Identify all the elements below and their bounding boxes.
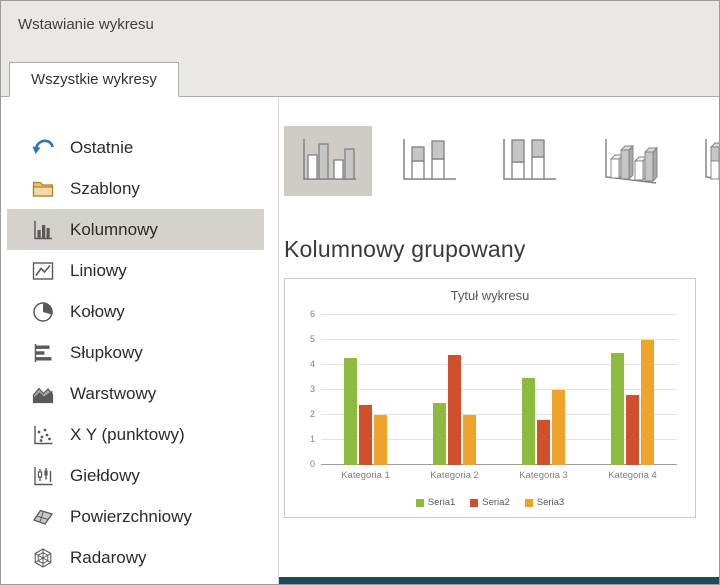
sidebar-item-label: Giełdowy (70, 465, 140, 485)
subtype-pane: Kolumnowy grupowany Tytuł wykresu 0 1 2 3 4 5… (279, 97, 719, 584)
stock-chart-icon (31, 464, 55, 488)
sidebar-item-label: X Y (punktowy) (70, 424, 185, 444)
recent-undo-arrow-icon (31, 136, 55, 160)
y-tick-label: 1 (309, 434, 315, 445)
bar-seria2 (448, 355, 461, 465)
pie-chart-icon (31, 300, 55, 324)
bar-seria2 (626, 395, 639, 465)
legend-swatch (415, 498, 424, 507)
tab-label: Wszystkie wykresy (31, 71, 157, 88)
sidebar-item-label: Ostatnie (70, 137, 134, 157)
bar-seria3 (374, 415, 387, 465)
bar-seria3 (552, 390, 565, 465)
gridline (321, 339, 677, 340)
legend-swatch (524, 498, 533, 507)
sidebar-item-szablony[interactable]: Szablony (7, 168, 264, 209)
legend-label: Seria1 (427, 497, 456, 508)
area-chart-icon (31, 382, 55, 406)
surface-chart-icon (31, 505, 55, 529)
y-tick-label: 6 (309, 309, 315, 319)
sidebar-item-gieldowy[interactable]: Giełdowy (7, 455, 264, 496)
sidebar-item-label: Liniowy (70, 260, 127, 280)
tab-strip: Wszystkie wykresy (1, 47, 719, 97)
bar-seria2 (537, 420, 550, 465)
sidebar-item-slupkowy[interactable]: Słupkowy (7, 332, 264, 373)
templates-folder-icon (31, 177, 55, 201)
sidebar-item-warstwowy[interactable]: Warstwowy (7, 373, 264, 414)
sidebar-item-ostatnie[interactable]: Ostatnie (7, 127, 264, 168)
scatter-chart-icon (31, 423, 55, 447)
bar-seria1 (433, 402, 446, 465)
tab-all-charts[interactable]: Wszystkie wykresy (9, 62, 179, 97)
y-tick-label: 4 (309, 359, 315, 370)
chart-type-sidebar: Ostatnie Szablony Kolumnowy Liniowy (1, 97, 279, 584)
chart-legend: Seria1 Seria2 Seria3 (285, 497, 695, 508)
thumbnail-3d-stacked-column[interactable] (684, 126, 719, 196)
sidebar-item-powierzchniowy[interactable]: Powierzchniowy (7, 496, 264, 537)
thumbnail-clustered-column[interactable] (284, 126, 372, 196)
x-tick-label: Kategoria 3 (519, 470, 568, 481)
radar-chart-icon (31, 546, 55, 570)
gridline (321, 389, 677, 390)
gridline (321, 439, 677, 440)
legend-label: Seria2 (482, 497, 510, 508)
dialog-content: Ostatnie Szablony Kolumnowy Liniowy (1, 97, 719, 584)
gridline (321, 314, 677, 315)
legend-item: Seria1 (415, 497, 456, 508)
thumbnail-stacked-column[interactable] (384, 126, 472, 196)
background-window-edge (279, 577, 719, 584)
dialog-titlebar: Wstawianie wykresu (1, 1, 719, 47)
sidebar-item-label: Warstwowy (70, 383, 157, 403)
y-tick-label: 5 (309, 334, 315, 344)
sidebar-item-label: Słupkowy (70, 342, 143, 362)
bar-seria1 (522, 377, 535, 465)
sidebar-item-radarowy[interactable]: Radarowy (7, 537, 264, 578)
thumbnail-3d-clustered-column[interactable] (584, 126, 672, 196)
x-tick-label: Kategoria 2 (430, 470, 479, 481)
sidebar-item-kolowy[interactable]: Kołowy (7, 291, 264, 332)
bar-seria1 (611, 352, 624, 465)
x-axis-line (321, 464, 677, 465)
legend-swatch (470, 498, 479, 507)
sidebar-item-label: Szablony (70, 178, 140, 198)
subtype-heading: Kolumnowy grupowany (284, 236, 526, 262)
x-tick-label: Kategoria 1 (341, 470, 390, 481)
thumbnail-100-percent-stacked-column[interactable] (484, 126, 572, 196)
sidebar-item-label: Kołowy (70, 301, 125, 321)
dialog-title: Wstawianie wykresu (18, 15, 154, 33)
bar-seria3 (463, 415, 476, 465)
sidebar-item-label: Kolumnowy (70, 219, 158, 239)
x-axis-labels: Kategoria 1 Kategoria 2 Kategoria 3 Kategor… (321, 470, 677, 481)
sidebar-item-kolumnowy[interactable]: Kolumnowy (7, 209, 264, 250)
subtype-thumbnails (284, 126, 719, 196)
y-tick-label: 2 (309, 409, 315, 420)
chart-title: Tytuł wykresu (450, 288, 530, 303)
bar-seria2 (359, 405, 372, 465)
plot-area: 0 1 2 3 4 5 6 (310, 310, 677, 469)
bar-group (321, 315, 410, 465)
legend-item: Seria3 (524, 497, 565, 508)
legend-item: Seria2 (470, 497, 510, 508)
bar-groups (321, 315, 677, 465)
bar-chart-icon (31, 341, 55, 365)
line-chart-icon (31, 259, 55, 283)
bar-seria1 (344, 357, 357, 465)
bar-group (588, 315, 677, 465)
y-tick-label: 0 (309, 459, 315, 469)
column-chart-icon (31, 218, 55, 242)
sidebar-item-liniowy[interactable]: Liniowy (7, 250, 264, 291)
legend-label: Seria3 (536, 497, 565, 508)
sidebar-item-label: Radarowy (70, 547, 147, 567)
y-tick-label: 3 (309, 384, 315, 394)
x-tick-label: Kategoria 4 (608, 470, 657, 481)
bar-group (410, 315, 499, 465)
sidebar-item-label: Powierzchniowy (70, 506, 192, 526)
gridline (321, 414, 677, 415)
sidebar-item-xy-punktowy[interactable]: X Y (punktowy) (7, 414, 264, 455)
bar-group (499, 315, 588, 465)
bar-seria3 (641, 340, 654, 465)
gridline (321, 364, 677, 365)
